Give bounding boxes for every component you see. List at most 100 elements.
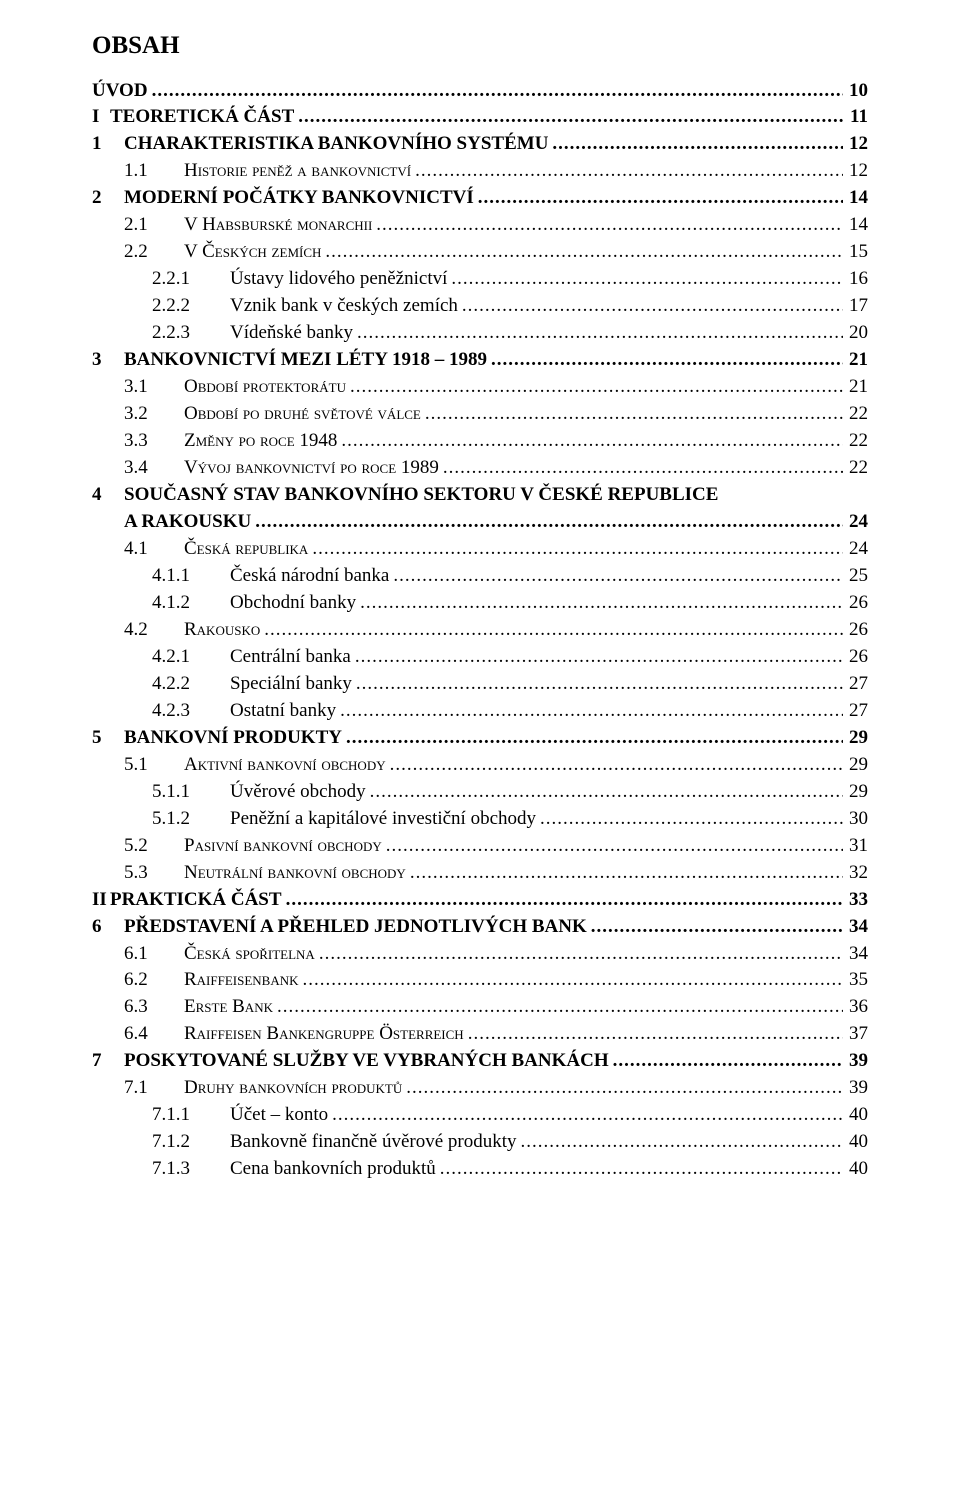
- toc-entry: 4.2.3Ostatní banky27: [92, 698, 868, 725]
- toc-entry-label: ÚVOD: [92, 78, 152, 105]
- toc-entry: 2MODERNÍ POČÁTKY BANKOVNICTVÍ14: [92, 185, 868, 212]
- toc-leader-dots: [360, 590, 843, 617]
- toc-entry-label: POSKYTOVANÉ SLUŽBY VE VYBRANÝCH BANKÁCH: [124, 1048, 613, 1075]
- toc-entry-label: Pasivní bankovní obchody: [184, 833, 386, 860]
- toc-entry-label: Česká republika: [184, 536, 312, 563]
- toc-entry-number: 7.1.2: [92, 1129, 230, 1156]
- toc-leader-dots: [462, 293, 843, 320]
- toc-leader-dots: [386, 833, 843, 860]
- toc-entry-number: 3.3: [92, 428, 184, 455]
- toc-leader-dots: [356, 671, 843, 698]
- toc-leader-dots: [540, 806, 843, 833]
- toc-leader-dots: [303, 967, 843, 994]
- toc-entry-label: Raiffeisenbank: [184, 967, 303, 994]
- toc-entry: 4.2.1Centrální banka 26: [92, 644, 868, 671]
- toc-entry-page: 21: [843, 374, 868, 401]
- toc-entry-number: 3.2: [92, 401, 184, 428]
- toc-entry-number: 4: [92, 482, 124, 509]
- toc-entry: IIPRAKTICKÁ ČÁST33: [92, 887, 868, 914]
- toc-leader-dots: [341, 428, 843, 455]
- toc-entry-label: BANKOVNÍ PRODUKTY: [124, 725, 346, 752]
- toc-entry: 6.2Raiffeisenbank35: [92, 967, 868, 994]
- toc-entry: 3.2Období po druhé světové válce22: [92, 401, 868, 428]
- toc-entry-page: 26: [843, 644, 868, 671]
- toc-entry-number: 4.1: [92, 536, 184, 563]
- toc-entry-number: 6: [92, 914, 124, 941]
- toc-entry-page: 12: [843, 131, 868, 158]
- toc-entry-page: 10: [843, 78, 868, 105]
- toc-entry-number: 4.2: [92, 617, 184, 644]
- toc-entry-label: CHARAKTERISTIKA BANKOVNÍHO SYSTÉMU: [124, 131, 552, 158]
- toc-entry-page: 26: [843, 617, 868, 644]
- toc-entry-number: 5.1: [92, 752, 184, 779]
- toc-entry-label: Ústavy lidového peněžnictví: [230, 266, 451, 293]
- toc-entry-label: Erste Bank: [184, 994, 277, 1021]
- toc-entry-page: 14: [843, 185, 868, 212]
- toc-leader-dots: [346, 725, 843, 752]
- toc-leader-dots: [552, 131, 843, 158]
- toc-entry-number: 6.2: [92, 967, 184, 994]
- toc-entry-number: 7.1.1: [92, 1102, 230, 1129]
- toc-entry-number: 3.4: [92, 455, 184, 482]
- toc-entry-label: Peněžní a kapitálové investiční obchody: [230, 806, 540, 833]
- toc-entry-label: Rakousko: [184, 617, 264, 644]
- toc-entry: 4.2.2Speciální banky27: [92, 671, 868, 698]
- toc-entry: 7.1.1Účet – konto40: [92, 1102, 868, 1129]
- toc-entry-label: SOUČASNÝ STAV BANKOVNÍHO SEKTORU V ČESKÉ…: [124, 482, 722, 509]
- toc-entry-number: 4.2.3: [92, 698, 230, 725]
- toc-entry-number: 6.1: [92, 941, 184, 968]
- toc-entry-page: 32: [843, 860, 868, 887]
- toc-entry-number: 2.2.1: [92, 266, 230, 293]
- toc-leader-dots: [277, 994, 843, 1021]
- toc-leader-dots: [591, 914, 843, 941]
- toc-entry-number: 2.1: [92, 212, 184, 239]
- toc-entry: 6.3Erste Bank36: [92, 994, 868, 1021]
- toc-entry-page: 26: [843, 590, 868, 617]
- toc-entry: 2.1V Habsburské monarchii14: [92, 212, 868, 239]
- toc-entry-label: Účet – konto: [230, 1102, 332, 1129]
- toc-entry: 4.1.1Česká národní banka 25: [92, 563, 868, 590]
- toc-entry-number: 5.1.2: [92, 806, 230, 833]
- toc-entry-page: 24: [843, 509, 868, 536]
- toc-entry-label: Obchodní banky: [230, 590, 360, 617]
- toc-entry-label: Bankovně finančně úvěrové produkty: [230, 1129, 521, 1156]
- toc-leader-dots: [468, 1021, 843, 1048]
- toc-entry-number: 7: [92, 1048, 124, 1075]
- toc-leader-dots: [613, 1048, 843, 1075]
- toc-entry-page: 21: [843, 347, 868, 374]
- toc-entry: 5.3Neutrální bankovní obchody32: [92, 860, 868, 887]
- page: OBSAH ÚVOD10ITEORETICKÁ ČÁST111CHARAKTER…: [0, 0, 960, 1490]
- toc-entry-label: Česká národní banka: [230, 563, 393, 590]
- toc-entry-number: 2.2.2: [92, 293, 230, 320]
- toc-entry-page: 17: [843, 293, 868, 320]
- toc-leader-dots: [255, 509, 843, 536]
- toc-entry-number: 4.2.1: [92, 644, 230, 671]
- toc-entry-page: 15: [843, 239, 868, 266]
- toc-entry: 4SOUČASNÝ STAV BANKOVNÍHO SEKTORU V ČESK…: [92, 482, 868, 509]
- toc-entry-number: 2.2: [92, 239, 184, 266]
- toc-leader-dots: [355, 644, 843, 671]
- toc-leader-dots: [264, 617, 843, 644]
- toc-entry: 2.2.1Ústavy lidového peněžnictví16: [92, 266, 868, 293]
- toc-entry-number: 2.2.3: [92, 320, 230, 347]
- toc-entry-label: Vývoj bankovnictví po roce 1989: [184, 455, 443, 482]
- toc-entry-label: MODERNÍ POČÁTKY BANKOVNICTVÍ: [124, 185, 478, 212]
- toc-leader-dots: [521, 1129, 844, 1156]
- toc-entry-number: 5: [92, 725, 124, 752]
- toc-entry-page: 34: [843, 941, 868, 968]
- toc-entry-label: V Habsburské monarchii: [184, 212, 376, 239]
- toc-entry-label: Historie peněž a bankovnictví: [184, 158, 415, 185]
- toc-entry-page: 22: [843, 455, 868, 482]
- toc-leader-dots: [370, 779, 843, 806]
- toc-entry-label: Cena bankovních produktů: [230, 1156, 440, 1183]
- toc-entry-label: Centrální banka: [230, 644, 355, 671]
- toc-entry: 4.2Rakousko 26: [92, 617, 868, 644]
- toc-leader-dots: [325, 239, 843, 266]
- toc-entry: 7.1Druhy bankovních produktů39: [92, 1075, 868, 1102]
- toc-entry-label: Období protektorátu: [184, 374, 350, 401]
- toc-entry-label: Vznik bank v českých zemích: [230, 293, 462, 320]
- toc-entry-page: 25: [843, 563, 868, 590]
- toc-entry-page: 20: [843, 320, 868, 347]
- toc-entry-number: 4.1.1: [92, 563, 230, 590]
- toc-entry-label: Ostatní banky: [230, 698, 340, 725]
